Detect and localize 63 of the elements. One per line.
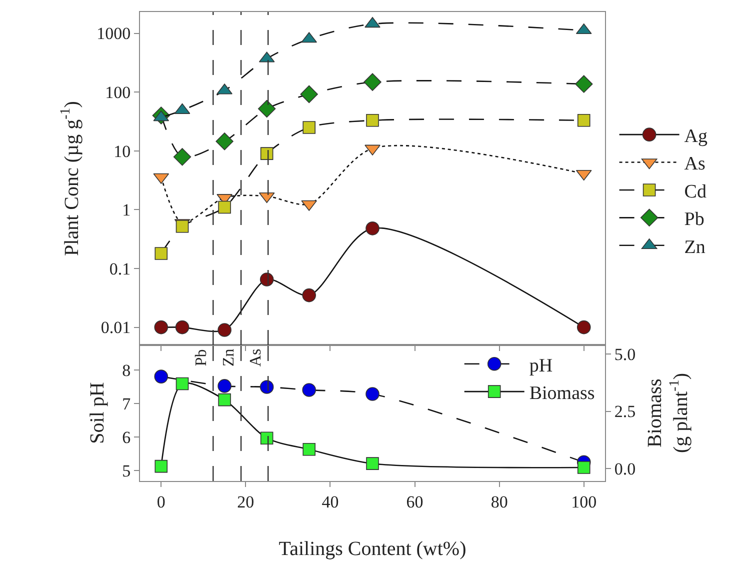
point [154, 370, 168, 384]
point [175, 320, 190, 334]
point [216, 132, 234, 150]
y-tick-label: 7 [122, 394, 132, 414]
y-tick-label: 0.01 [100, 318, 131, 338]
point [218, 323, 232, 337]
point [260, 432, 274, 445]
legend-label: Pb [684, 209, 704, 230]
legend-label: Zn [684, 236, 706, 258]
x-tick-label: 100 [571, 492, 597, 512]
point [300, 85, 318, 104]
point [577, 461, 590, 474]
point [577, 114, 590, 127]
point [302, 383, 316, 397]
y-tick-label: 0.1 [109, 259, 131, 278]
x-tick-label: 40 [322, 492, 339, 512]
point [260, 272, 274, 286]
point [575, 75, 593, 93]
point [260, 380, 274, 394]
legend-label: As [684, 154, 706, 175]
legend-label: pH [529, 355, 553, 376]
x-tick-label: 0 [156, 492, 166, 512]
point [218, 393, 231, 406]
point [173, 148, 192, 166]
point [218, 379, 232, 393]
y2-tick-label: 0.0 [614, 460, 636, 479]
legend-label: Cd [684, 181, 707, 202]
point [302, 121, 316, 134]
point [176, 377, 189, 390]
point [218, 200, 231, 214]
point [154, 320, 168, 334]
point [302, 288, 316, 302]
point [576, 320, 591, 334]
y-tick-label: 5 [122, 462, 131, 481]
y-tick-label: 6 [122, 428, 131, 447]
y-tick-label: 1000 [96, 24, 131, 44]
point [364, 73, 382, 91]
y-tick-label: 8 [122, 360, 131, 380]
ref-line-label: Pb [193, 349, 210, 366]
x-tick-label: 20 [237, 492, 254, 512]
y-tick-label: 10 [114, 142, 131, 161]
point [366, 387, 380, 401]
legend-label: Ag [684, 126, 708, 147]
legend-label: Biomass [529, 382, 595, 404]
y-axis-title: Soil pH [86, 382, 109, 444]
point [366, 457, 379, 470]
y-tick-label: 100 [105, 83, 131, 102]
x-tick-label: 80 [490, 492, 508, 512]
point [176, 220, 189, 233]
point [260, 147, 274, 160]
point [302, 442, 316, 456]
point [258, 100, 276, 118]
point [154, 247, 168, 260]
y-tick-label: 1 [122, 200, 131, 220]
y2-tick-label: 2.5 [614, 402, 636, 422]
point [366, 222, 380, 236]
ref-line-label: As [248, 348, 265, 367]
x-axis-title: Tailings Content (wt%) [278, 538, 466, 560]
point [154, 460, 168, 473]
x-tick-label: 60 [406, 492, 424, 512]
point [366, 114, 379, 127]
y2-tick-label: 5.0 [614, 344, 636, 364]
ref-line-label: Zn [220, 348, 238, 367]
